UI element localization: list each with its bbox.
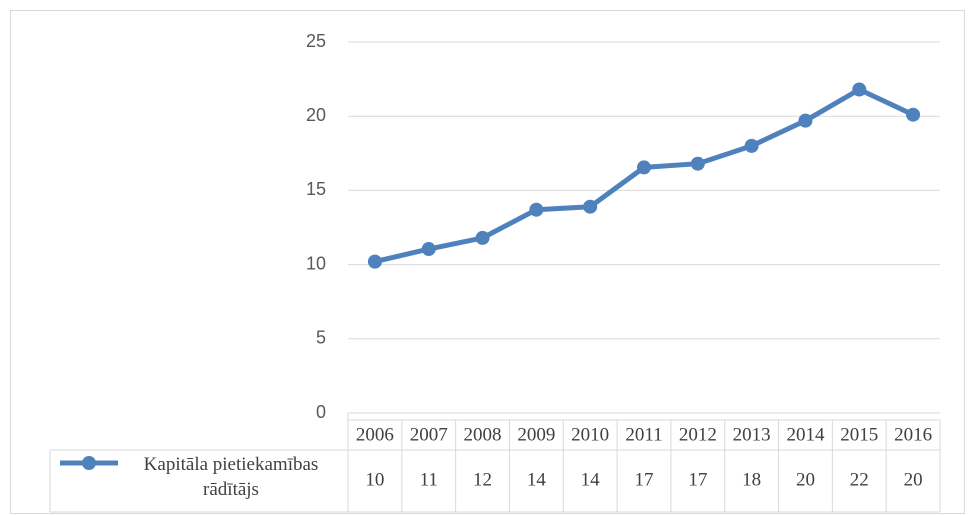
legend-marker	[82, 456, 96, 470]
y-tick-label: 15	[306, 179, 326, 199]
x-tick-label: 2016	[894, 424, 932, 445]
x-tick-label: 2013	[733, 424, 771, 445]
data-point	[906, 107, 921, 122]
table-value: 20	[796, 469, 815, 490]
table-value: 17	[635, 469, 654, 490]
table-value: 14	[581, 469, 601, 490]
y-tick-label: 5	[316, 328, 326, 348]
table-value: 17	[688, 469, 707, 490]
data-point	[690, 156, 705, 171]
table-value: 20	[904, 469, 923, 490]
x-tick-label: 2015	[840, 424, 878, 445]
data-point	[367, 254, 382, 269]
data-point	[421, 242, 436, 257]
data-point	[798, 113, 813, 128]
data-point	[637, 160, 651, 175]
x-tick-label: 2011	[625, 424, 662, 445]
chart-border	[10, 10, 965, 514]
x-tick-label: 2010	[571, 424, 609, 445]
series-line	[374, 86, 915, 265]
data-point	[852, 82, 867, 97]
y-tick-label: 0	[316, 402, 326, 422]
y-tick-label: 25	[306, 31, 326, 51]
data-point	[475, 230, 490, 245]
y-tick-label: 10	[306, 253, 326, 273]
x-tick-label: 2012	[679, 424, 717, 445]
table-value: 18	[742, 469, 761, 490]
data-point	[529, 202, 544, 217]
x-tick-label: 2009	[517, 424, 555, 445]
table-value: 14	[527, 469, 547, 490]
table-value: 12	[473, 469, 492, 490]
data-point	[583, 199, 598, 214]
y-tick-label: 20	[306, 105, 326, 125]
table-value: 22	[850, 469, 869, 490]
x-tick-label: 2007	[410, 424, 448, 445]
data-point	[744, 138, 759, 153]
x-tick-label: 2008	[464, 424, 502, 445]
legend-label: Kapitāla pietiekamības rādītājs	[143, 454, 319, 500]
x-tick-label: 2006	[356, 424, 394, 445]
table-value: 11	[420, 469, 438, 490]
x-tick-label: 2014	[786, 424, 825, 445]
table-value: 10	[365, 469, 384, 490]
